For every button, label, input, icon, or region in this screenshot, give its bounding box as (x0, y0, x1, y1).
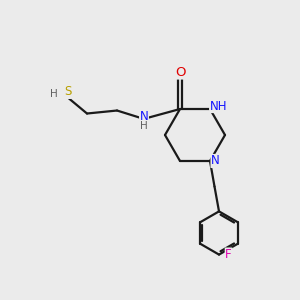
Text: O: O (175, 66, 185, 79)
Text: N: N (140, 110, 148, 123)
Text: NH: NH (210, 100, 227, 112)
Text: S: S (64, 85, 71, 98)
Text: H: H (50, 89, 57, 99)
Text: F: F (225, 248, 232, 261)
Text: H: H (140, 121, 148, 130)
Text: N: N (211, 154, 220, 167)
